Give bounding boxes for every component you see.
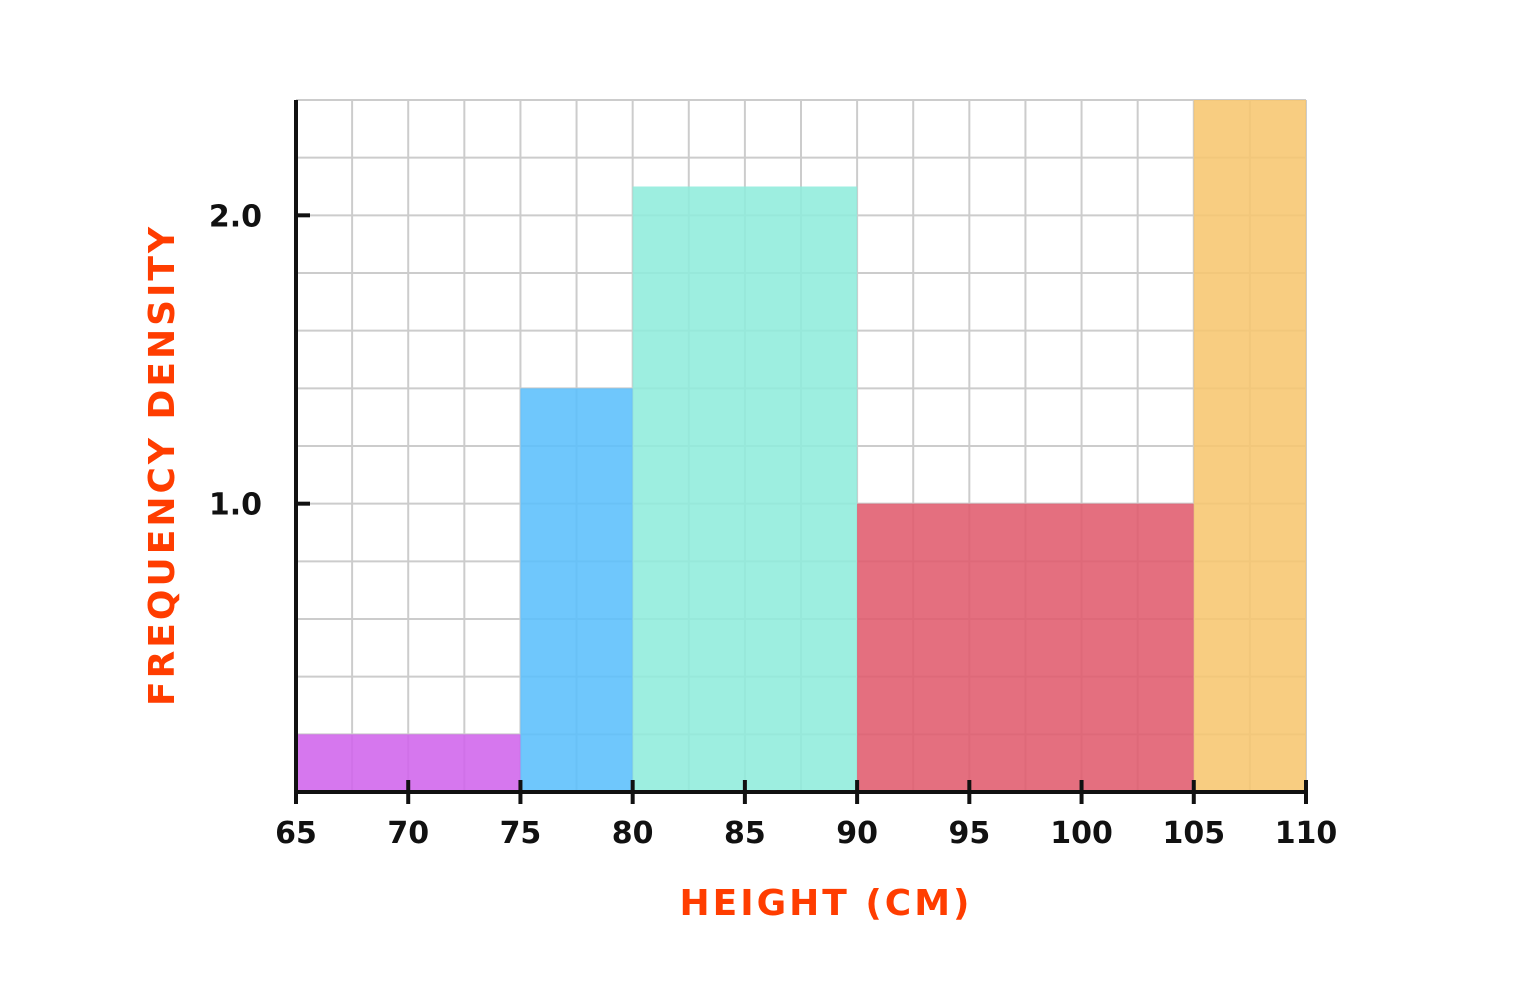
x-tick-label-105: 105 <box>1162 816 1225 851</box>
y-tick-label-2.0: 2.0 <box>209 199 262 234</box>
x-tick-label-95: 95 <box>948 816 990 851</box>
histogram-bar-4 <box>857 503 1194 792</box>
x-tick-label-90: 90 <box>836 816 878 851</box>
x-tick-label-110: 110 <box>1275 816 1338 851</box>
x-tick-label-65: 65 <box>275 816 317 851</box>
histogram-bar-2 <box>520 388 633 792</box>
histogram-bar-3 <box>632 186 858 792</box>
axes <box>294 100 1308 804</box>
x-tick-label-85: 85 <box>724 816 766 851</box>
bars <box>296 100 1306 792</box>
x-tick-label-100: 100 <box>1050 816 1113 851</box>
x-tick-label-75: 75 <box>500 816 542 851</box>
x-axis-title: HEIGHT (CM) <box>679 883 972 924</box>
x-tick-label-80: 80 <box>612 816 654 851</box>
x-tick-label-70: 70 <box>387 816 429 851</box>
y-tick-label-1.0: 1.0 <box>209 488 262 523</box>
y-axis-title: FREQUENCY DENSITY <box>142 224 183 706</box>
tick-labels: 65 70 75 80 85 90 95 100 105 110 1.0 2.0 <box>209 199 1337 851</box>
histogram-bar-5 <box>1193 100 1306 792</box>
